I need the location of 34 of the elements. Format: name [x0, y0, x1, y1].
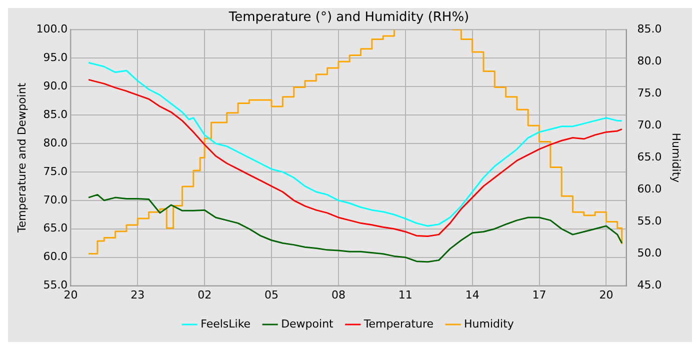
x-tick-label: 08 — [331, 288, 346, 302]
y2-tick-label: 80.0 — [637, 54, 662, 68]
legend-label: Dewpoint — [281, 317, 334, 330]
x-tick-label: 05 — [264, 288, 279, 302]
x-tick-label: 11 — [398, 288, 412, 302]
x-tick-label: 14 — [465, 288, 480, 302]
y-tick-label: 90.0 — [43, 79, 68, 92]
y2-tick-label: 65.0 — [637, 150, 662, 164]
x-tick-label: 20 — [64, 288, 78, 302]
y2-tick-label: 60.0 — [637, 182, 662, 196]
y-tick-label: 80.0 — [43, 136, 68, 150]
y-tick-label: 100.0 — [36, 22, 68, 36]
y-tick-label: 70.0 — [43, 193, 68, 206]
y-axis-title: Temperature and Dewpoint — [15, 82, 28, 234]
y-tick-label: 60.0 — [43, 250, 68, 264]
y-tick-label: 75.0 — [43, 164, 68, 178]
y2-tick-label: 45.0 — [637, 278, 662, 292]
y2-axis-title: Humidity — [670, 132, 683, 184]
y2-tick-label: 70.0 — [637, 118, 662, 132]
chart-title: Temperature (°) and Humidity (RH%) — [228, 10, 470, 26]
y2-tick-label: 55.0 — [637, 214, 662, 228]
y-tick-label: 85.0 — [43, 108, 68, 121]
legend-label: FeelsLike — [200, 317, 251, 330]
y2-tick-label: 85.0 — [637, 22, 662, 36]
x-tick-label: 02 — [198, 288, 212, 302]
y2-tick-label: 50.0 — [637, 246, 662, 260]
x-tick-label: 23 — [130, 288, 145, 302]
legend-label: Temperature — [362, 317, 434, 330]
legend-label: Humidity — [464, 317, 514, 330]
y-tick-label: 65.0 — [43, 222, 68, 235]
y2-tick-label: 75.0 — [637, 86, 662, 100]
x-tick-label: 17 — [532, 288, 546, 302]
y-tick-label: 95.0 — [43, 50, 68, 64]
x-tick-label: 20 — [599, 288, 614, 302]
